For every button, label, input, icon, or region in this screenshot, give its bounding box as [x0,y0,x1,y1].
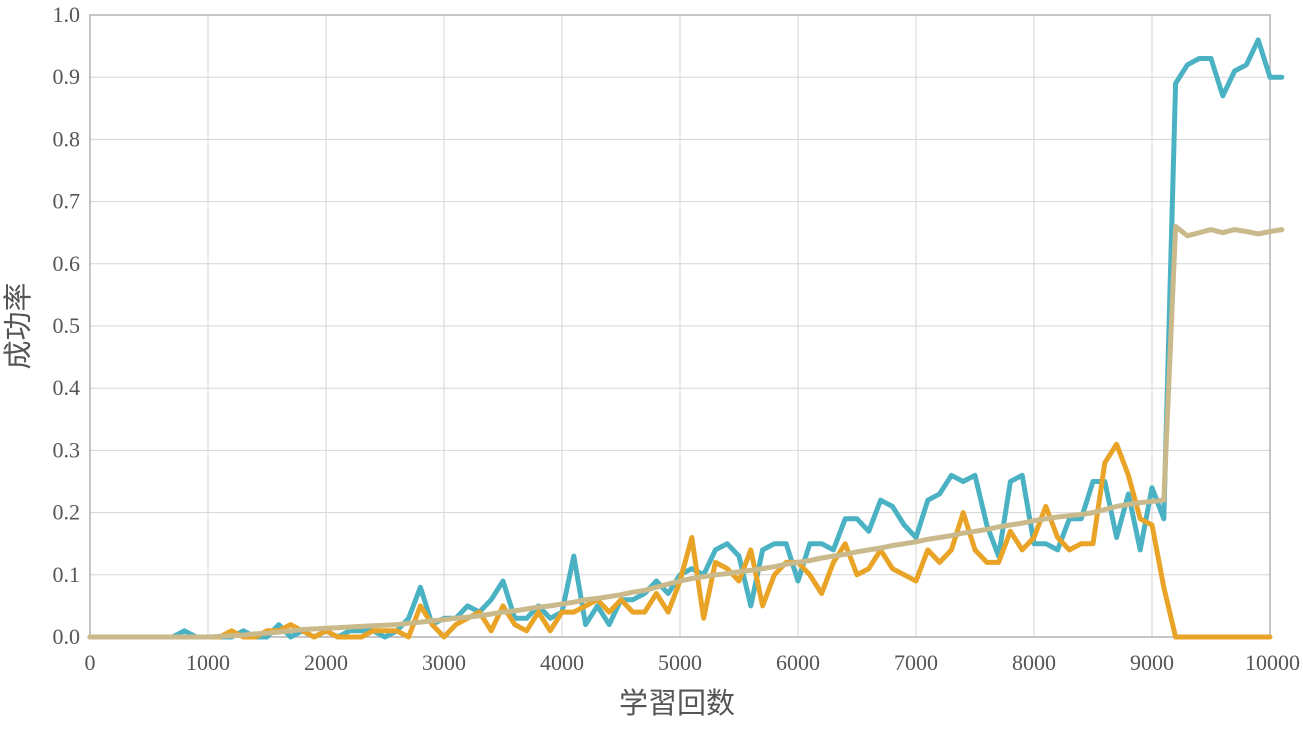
x-tick-label: 6000 [776,650,820,675]
y-tick-label: 0.9 [53,64,81,89]
series-line-1 [87,37,1285,640]
series-lines [87,37,1285,640]
x-tick-label: 5000 [658,650,702,675]
y-tick-label: 0.6 [53,251,81,276]
x-tick-label: 9000 [1130,650,1174,675]
y-tick-label: 0.5 [53,313,81,338]
x-tick-label: 7000 [894,650,938,675]
y-tick-label: 1.0 [53,2,81,27]
x-axis-title: 学習回数 [619,686,735,720]
y-tick-label: 0.0 [53,624,81,649]
y-tick-label: 0.8 [53,126,81,151]
y-axis-title: 成功率 [1,282,35,369]
x-tick-label: 2000 [304,650,348,675]
x-tick-label: 8000 [1012,650,1056,675]
x-tick-label: 0 [85,650,96,675]
y-tick-label: 0.2 [53,500,81,525]
plot-area-frame [89,14,1271,638]
x-axis-tick-labels: 0 1000 2000 3000 4000 5000 6000 7000 8000 9000 100… [85,650,1301,675]
series-line-3 [87,224,1285,640]
y-tick-label: 0.1 [53,562,81,587]
x-tick-label: 1000 [186,650,230,675]
x-tick-label: 3000 [422,650,466,675]
y-axis-tick-labels: 0.0 0.1 0.2 0.3 0.4 0.5 0.6 0.7 0.8 0.9 1.0 [53,2,81,649]
y-tick-label: 0.4 [53,375,81,400]
y-tick-label: 0.7 [53,189,81,214]
x-tick-label: 4000 [540,650,584,675]
x-tick-label: 10000 [1245,650,1300,675]
y-tick-label: 0.3 [53,437,81,462]
